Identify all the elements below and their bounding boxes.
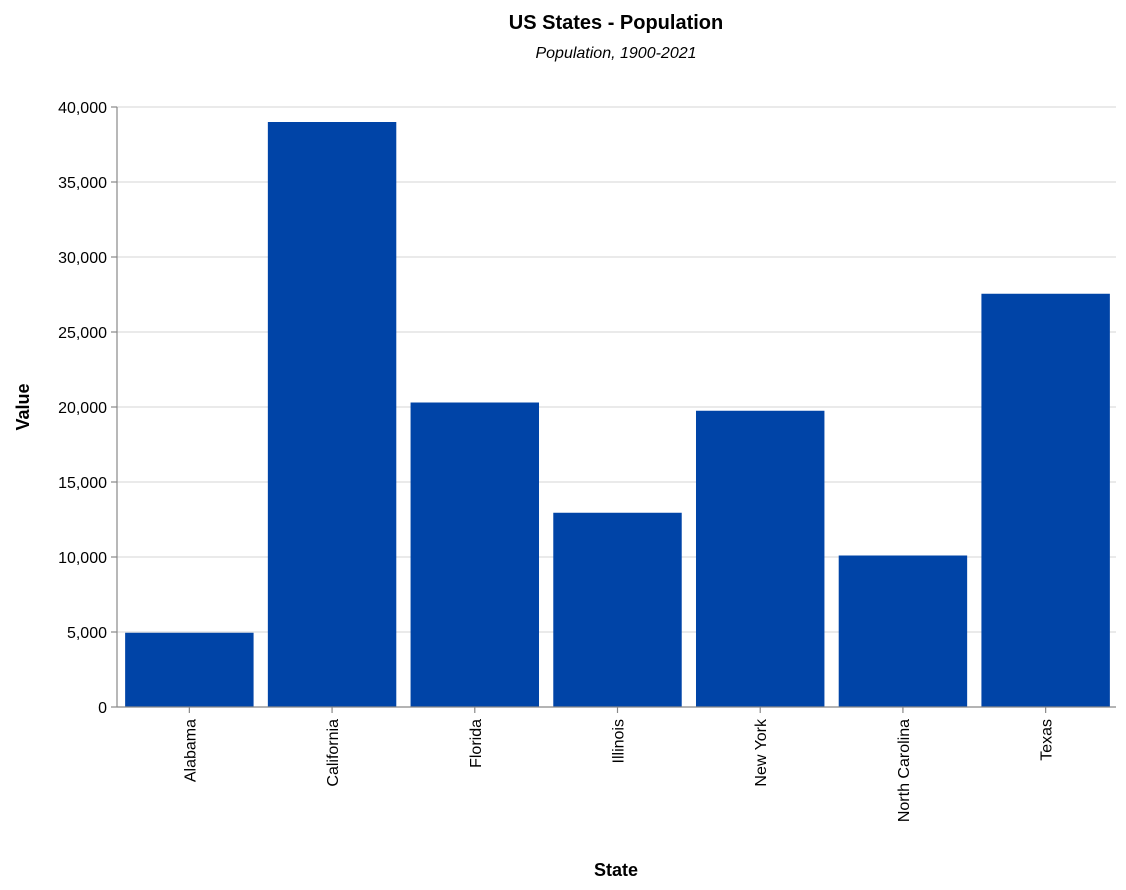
x-axis-title: State (594, 860, 638, 880)
bars (125, 122, 1110, 707)
x-tick-label: Texas (1039, 719, 1056, 761)
chart-subtitle: Population, 1900-2021 (535, 45, 696, 62)
y-tick-label: 0 (98, 700, 107, 717)
bar-alabama (125, 632, 254, 707)
x-tick-label: California (325, 719, 342, 787)
y-tick-label: 20,000 (58, 400, 107, 417)
y-tick-label: 25,000 (58, 325, 107, 342)
chart-title: US States - Population (509, 12, 723, 34)
bar-illinois (553, 512, 682, 707)
bar-texas (981, 293, 1110, 707)
x-tick-label: Illinois (611, 719, 628, 763)
x-tick-label: North Carolina (896, 719, 913, 822)
bar-california (267, 122, 397, 707)
x-tick-label: New York (753, 718, 770, 787)
y-tick-label: 10,000 (58, 550, 107, 567)
y-tick-label: 30,000 (58, 250, 107, 267)
x-axis-ticks: Alabama California Florida Illinois New York… (182, 707, 1056, 822)
y-tick-label: 5,000 (67, 625, 107, 642)
bar-north-carolina (838, 555, 968, 707)
x-tick-label: Alabama (182, 719, 199, 782)
y-tick-label: 35,000 (58, 175, 107, 192)
bar-new-york (695, 410, 825, 707)
bar-florida (410, 402, 540, 707)
y-axis-ticks: 0 5,000 10,000 15,000 20,000 25,000 30,000 35,0… (58, 100, 117, 717)
x-tick-label: Florida (468, 719, 485, 768)
y-axis-title: Value (13, 383, 33, 430)
y-tick-label: 40,000 (58, 100, 107, 117)
y-tick-label: 15,000 (58, 475, 107, 492)
